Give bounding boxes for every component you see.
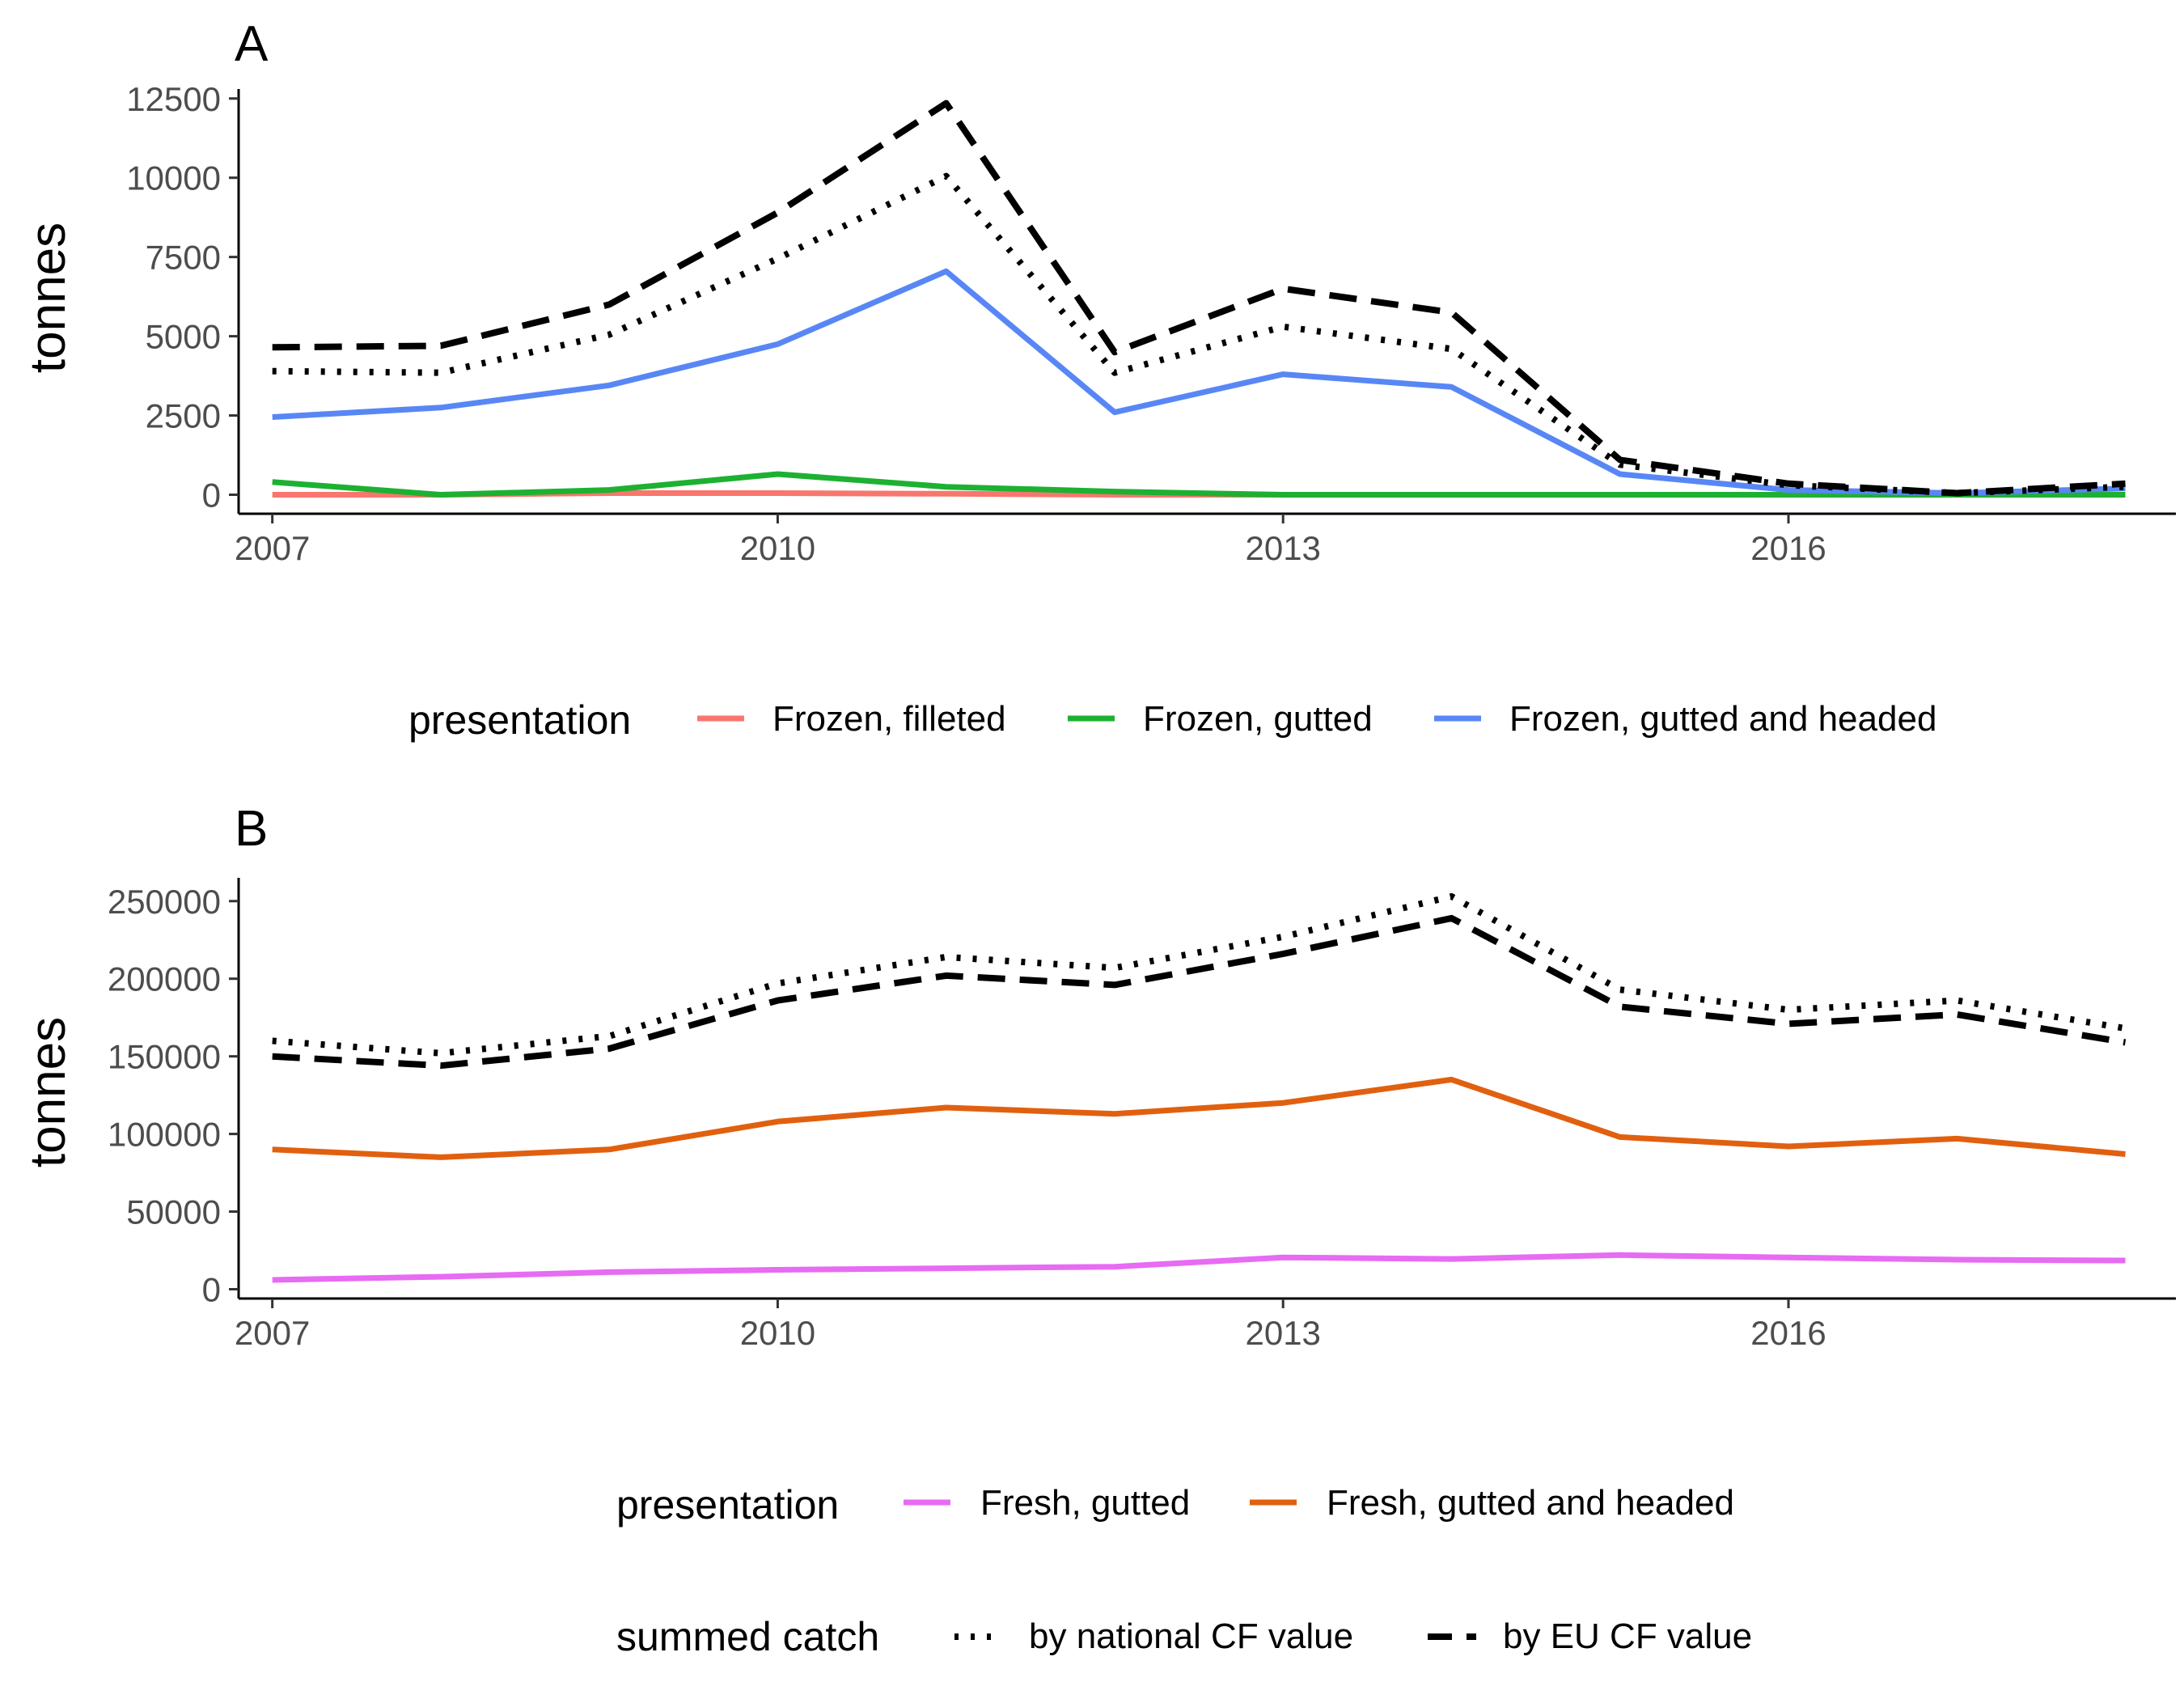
panel-b-legend-title: presentation bbox=[616, 1482, 839, 1527]
panel-b-y-tick-label: 150000 bbox=[108, 1038, 221, 1076]
panel-a-y-tick-label: 2500 bbox=[146, 397, 221, 435]
panel-a-x-tick-label: 2010 bbox=[740, 529, 815, 567]
panel-a-series-frozen-gutted bbox=[272, 471, 2126, 498]
panel-a-y-tick-label: 0 bbox=[202, 476, 221, 514]
panel-b-plot: 0 50000 100000 150000 200000 250000 2007 2010 20… bbox=[108, 878, 2176, 1352]
panel-b-y-tick-label: 100000 bbox=[108, 1116, 221, 1154]
legend-label-frozen-filleted: Frozen, filleted bbox=[772, 699, 1006, 739]
legend-label-eu-cf: by EU CF value bbox=[1503, 1616, 1752, 1656]
panel-a-legend-title: presentation bbox=[408, 697, 631, 743]
panel-a-y-tick-label: 5000 bbox=[146, 318, 221, 356]
legend-label-national-cf: by national CF value bbox=[1029, 1616, 1353, 1656]
panel-a: A tonnes 0 2500 5000 7500 10000 12500 2007 2010… bbox=[20, 16, 2176, 743]
panel-a-y-tick-label: 12500 bbox=[126, 80, 221, 118]
panel-b-series-by-eu-cf-value bbox=[272, 914, 2127, 1070]
summed-catch-legend-title: summed catch bbox=[616, 1614, 879, 1659]
panel-b-x-tick-label: 2013 bbox=[1245, 1314, 1320, 1352]
panel-a-y-tick-label: 7500 bbox=[146, 239, 221, 277]
panel-b-y-tick-label: 0 bbox=[202, 1270, 221, 1308]
panel-a-series-by-eu-cf-value bbox=[272, 100, 2126, 497]
panel-b-x-tick-label: 2016 bbox=[1750, 1314, 1826, 1352]
summed-catch-legend: summed catch by national CF value by EU … bbox=[616, 1614, 1752, 1659]
panel-b-y-tick-label: 200000 bbox=[108, 960, 221, 998]
panel-b-series-fresh-gutted bbox=[272, 1252, 2126, 1283]
legend-label-frozen-gutted: Frozen, gutted bbox=[1143, 699, 1373, 739]
panel-a-x-tick-label: 2016 bbox=[1750, 529, 1826, 567]
panel-b-y-tick-label: 250000 bbox=[108, 883, 221, 921]
panel-a-label: A bbox=[235, 16, 269, 72]
panel-b: B tonnes 0 50000 100000 150000 200000 250000 2… bbox=[20, 801, 2176, 1527]
panel-b-legend: presentation Fresh, gutted Fresh, gutted… bbox=[616, 1482, 1734, 1527]
panel-a-series-frozen-gutted-and-headed bbox=[272, 268, 2126, 496]
panel-a-plot: 0 2500 5000 7500 10000 12500 2007 2010 2013 2016 bbox=[126, 80, 2176, 567]
panel-b-x-tick-label: 2007 bbox=[235, 1314, 310, 1352]
panel-a-x-tick-label: 2007 bbox=[235, 529, 310, 567]
panel-a-x-tick-label: 2013 bbox=[1245, 529, 1320, 567]
panel-a-y-tick-label: 10000 bbox=[126, 159, 221, 197]
panel-a-y-axis-title: tonnes bbox=[20, 222, 76, 373]
panel-b-label: B bbox=[235, 801, 268, 857]
legend-label-frozen-gutted-and-headed: Frozen, gutted and headed bbox=[1509, 699, 1936, 739]
legend-label-fresh-gutted-and-headed: Fresh, gutted and headed bbox=[1327, 1483, 1734, 1523]
legend-label-fresh-gutted: Fresh, gutted bbox=[980, 1483, 1190, 1523]
panel-b-series-by-national-cf-value bbox=[272, 893, 2127, 1057]
panel-b-series-fresh-gutted-and-headed bbox=[272, 1076, 2126, 1160]
panel-b-y-axis-title: tonnes bbox=[20, 1017, 76, 1167]
panel-b-y-tick-label: 50000 bbox=[126, 1193, 221, 1231]
panel-b-x-tick-label: 2010 bbox=[740, 1314, 815, 1352]
panel-a-legend: presentation Frozen, filleted Frozen, gu… bbox=[408, 697, 1936, 743]
